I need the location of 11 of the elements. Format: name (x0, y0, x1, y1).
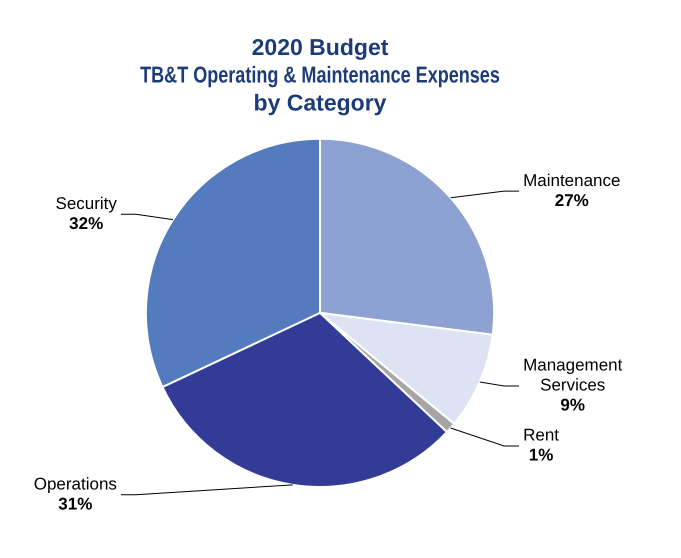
data-label: 31% (58, 494, 92, 514)
chart-title: 2020 Budget TB&T Operating & Maintenance Expenses by Category (140, 34, 500, 116)
slice-label: Maintenance (523, 170, 620, 190)
slice-label: Security (55, 194, 118, 213)
data-label: 1% (528, 446, 554, 465)
slice-label: Operations (34, 474, 117, 494)
data-label: 9% (560, 396, 586, 415)
data-label: 27% (554, 190, 589, 210)
slice-label: Rent (523, 426, 560, 445)
data-label: 32% (69, 214, 104, 233)
slice-label: Management Services (523, 356, 623, 395)
